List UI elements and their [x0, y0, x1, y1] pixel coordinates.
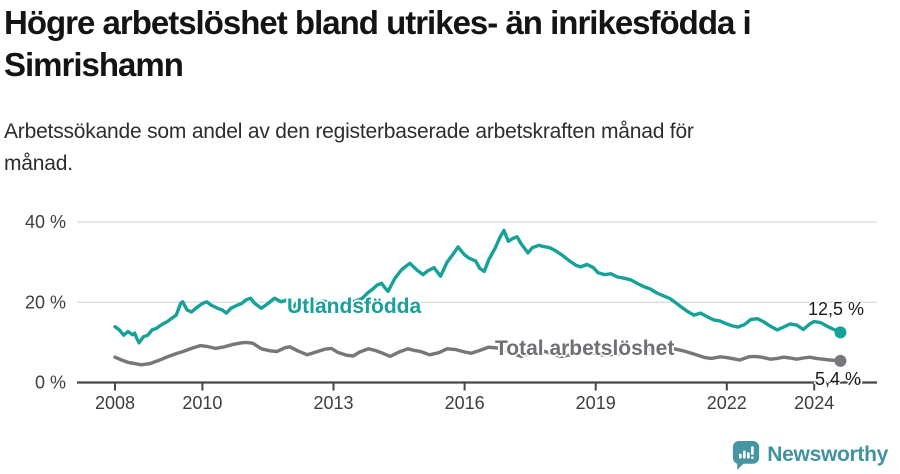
x-tick-label: 2010	[182, 393, 222, 413]
title-line-2: Simrishamn	[4, 46, 184, 84]
series-label-total-arbetsloshet: Total arbetslöshet	[495, 337, 675, 360]
series-line-Total arbetslöshet	[113, 340, 843, 367]
series-end-dot-Utlandsfödda	[834, 326, 847, 339]
end-value-label-utlandsfodda: 12,5 %	[808, 299, 865, 319]
page-title: Högre arbetslöshet bland utrikes- än inr…	[4, 2, 896, 86]
chart-subtitle: Arbetssökande som andel av den registerb…	[4, 116, 804, 180]
newsworthy-speech-bubble-bar-chart-icon	[732, 440, 760, 470]
x-tick-label: 2016	[445, 393, 485, 413]
x-tick-label: 2022	[707, 393, 747, 413]
title-line-1: Högre arbetslöshet bland utrikes- än inr…	[4, 4, 752, 41]
x-tick-label: 2008	[95, 393, 135, 413]
x-tick-label: 2019	[576, 393, 616, 413]
end-value-label-total: 5,4 %	[815, 369, 862, 389]
newsworthy-logo: Newsworthy	[732, 440, 888, 470]
newsworthy-logo-text: Newsworthy	[767, 443, 888, 466]
y-tick-label: 0 %	[35, 373, 66, 393]
y-tick-label: 40 %	[25, 212, 66, 232]
x-tick-label: 2013	[313, 393, 353, 413]
series-label-utlandsfodda: Utlandsfödda	[287, 295, 422, 318]
x-tick-label: 2024	[794, 393, 834, 413]
series-end-dot-Total arbetslöshet	[834, 354, 847, 367]
series-line-Utlandsfödda	[113, 228, 843, 345]
y-tick-label: 20 %	[25, 292, 66, 312]
subtitle-line-2: månad.	[4, 151, 73, 175]
subtitle-line-1: Arbetssökande som andel av den registerb…	[4, 120, 694, 143]
